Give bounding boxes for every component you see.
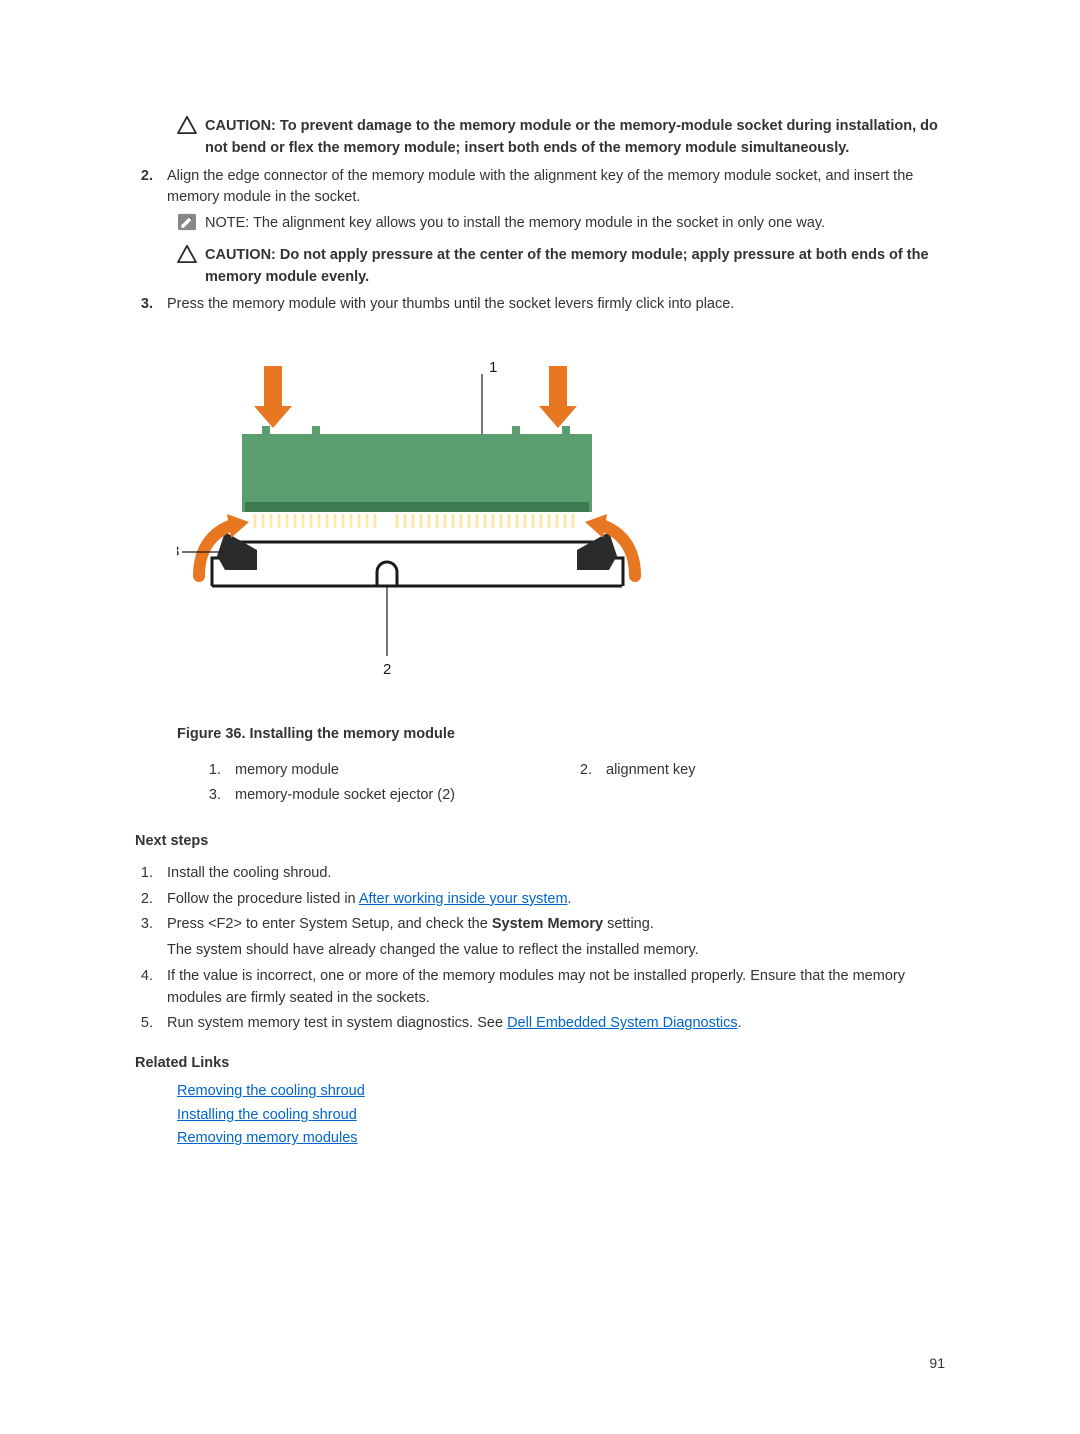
caution-text: CAUTION: To prevent damage to the memory… (205, 116, 945, 160)
next-steps-list: 1. Install the cooling shroud. 2. Follow… (135, 863, 945, 1035)
ns-item-5: 5. Run system memory test in system diag… (135, 1013, 945, 1035)
related-link-3: Removing memory modules (177, 1128, 945, 1150)
link-dell-diagnostics[interactable]: Dell Embedded System Diagnostics (507, 1015, 738, 1031)
step-number: 3. (135, 294, 167, 316)
note-block: NOTE: The alignment key allows you to in… (177, 213, 945, 239)
related-link-2: Installing the cooling shroud (177, 1105, 945, 1127)
link-installing-cooling-shroud[interactable]: Installing the cooling shroud (177, 1107, 357, 1123)
link-removing-cooling-shroud[interactable]: Removing the cooling shroud (177, 1083, 365, 1099)
related-links-heading: Related Links (135, 1053, 945, 1075)
fig-callout-2: 2 (383, 661, 391, 678)
step-text: Align the edge connector of the memory m… (167, 166, 945, 210)
ns-item-2: 2. Follow the procedure listed in After … (135, 889, 945, 911)
note-text: NOTE: The alignment key allows you to in… (205, 213, 945, 239)
caution-block-2: CAUTION: Do not apply pressure at the ce… (177, 245, 945, 289)
figure-caption: Figure 36. Installing the memory module (177, 724, 945, 746)
page-number: 91 (929, 1353, 945, 1374)
caution-icon (177, 245, 205, 289)
link-removing-memory-modules[interactable]: Removing memory modules (177, 1130, 358, 1146)
step-3: 3. Press the memory module with your thu… (135, 294, 945, 316)
link-after-working-inside[interactable]: After working inside your system (359, 891, 568, 907)
ns-item-3-sub: The system should have already changed t… (167, 940, 945, 962)
fig-callout-1: 1 (489, 359, 497, 376)
caution-block: CAUTION: To prevent damage to the memory… (177, 116, 945, 160)
related-link-1: Removing the cooling shroud (177, 1081, 945, 1103)
step-number: 2. (135, 166, 167, 210)
note-label: NOTE: (205, 215, 249, 231)
figure-legend-row-2: 3. memory-module socket ejector (2) (203, 785, 945, 807)
ns-item-4: 4. If the value is incorrect, one or mor… (135, 966, 945, 1010)
ns-item-3: 3. Press <F2> to enter System Setup, and… (135, 914, 945, 936)
step-text: Press the memory module with your thumbs… (167, 294, 945, 316)
fig-callout-3: 3 (177, 543, 179, 560)
caution-label-2: CAUTION: (205, 247, 276, 263)
caution-text-2: CAUTION: Do not apply pressure at the ce… (205, 245, 945, 289)
figure-legend-row-1: 1. memory module 2. alignment key (203, 760, 945, 782)
step-2: 2. Align the edge connector of the memor… (135, 166, 945, 210)
ns-item-1: 1. Install the cooling shroud. (135, 863, 945, 885)
caution-icon (177, 116, 205, 160)
figure-36: 1 2 3 (177, 356, 945, 694)
note-icon (177, 213, 205, 239)
next-steps-heading: Next steps (135, 831, 945, 853)
caution-label: CAUTION: (205, 118, 276, 134)
